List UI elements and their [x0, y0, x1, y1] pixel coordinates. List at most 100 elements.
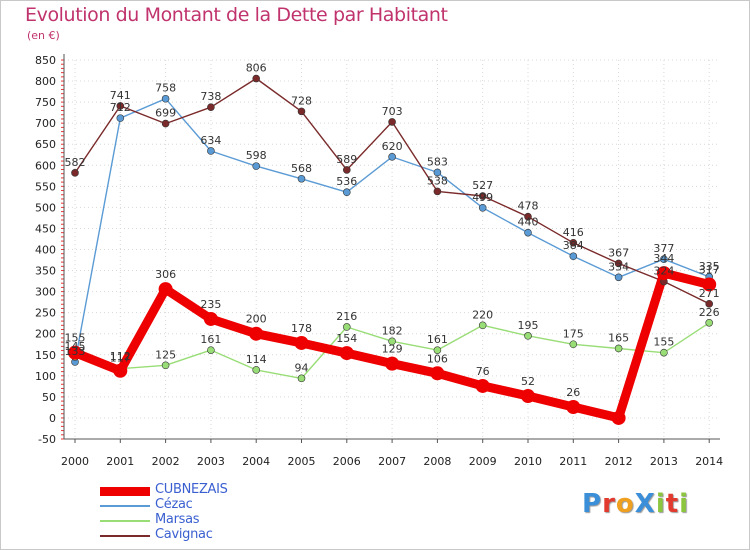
data-label-cezac: 384 [563, 239, 584, 252]
y-tick-label: 750 [35, 96, 56, 109]
data-label-cavignac: 728 [291, 94, 312, 107]
legend-swatch [100, 487, 150, 496]
data-point-cavignac [161, 119, 170, 128]
data-label-cezac: 758 [155, 82, 176, 95]
data-label-cezac: 499 [472, 191, 493, 204]
data-label-cavignac: 703 [382, 105, 403, 118]
x-tick-label: 2002 [152, 455, 180, 468]
data-label-cubnezais: 155 [65, 332, 86, 345]
data-point-cubnezais [656, 266, 671, 281]
data-label-cubnezais: 154 [336, 332, 357, 345]
data-label-marsas: 220 [472, 308, 493, 321]
data-point-cezac [524, 228, 532, 237]
data-label-cavignac: 324 [653, 265, 674, 278]
legend-swatch [100, 505, 150, 507]
data-label-cavignac: 367 [608, 246, 629, 259]
x-tick-label: 2011 [559, 455, 587, 468]
data-point-marsas [161, 361, 170, 370]
data-point-marsas [207, 346, 215, 354]
y-tick-label: 200 [35, 328, 56, 341]
data-point-cezac [252, 162, 261, 170]
data-label-cubnezais: 106 [427, 352, 448, 365]
data-label-cubnezais: 112 [110, 350, 131, 363]
data-point-cezac [388, 153, 396, 161]
data-label-cavignac: 699 [155, 107, 176, 120]
data-label-marsas: 117 [110, 352, 131, 365]
series-line-cezac [74, 98, 710, 363]
data-label-cezac: 634 [200, 134, 221, 147]
data-label-cezac: 334 [608, 260, 629, 273]
data-point-cavignac [569, 238, 578, 247]
data-point-cezac [433, 168, 442, 177]
legend-swatch [100, 520, 150, 522]
x-tick-label: 2014 [695, 455, 723, 468]
data-label-cezac: 440 [518, 216, 539, 229]
data-label-cubnezais: 200 [246, 313, 267, 326]
y-tick-label: 0 [49, 412, 56, 425]
data-label-cavignac: 741 [110, 89, 131, 102]
x-tick-label: 2010 [514, 455, 542, 468]
data-point-marsas [478, 321, 487, 330]
legend-label: CUBNEZAIS [155, 482, 228, 497]
data-label-cubnezais: 76 [476, 365, 490, 378]
data-point-cubnezais [611, 410, 626, 425]
logo-letter: P [582, 489, 603, 519]
data-point-cavignac [433, 187, 442, 196]
data-label-cubnezais: 306 [155, 268, 176, 281]
data-label-cavignac: 478 [518, 200, 539, 213]
data-label-marsas: 226 [699, 306, 720, 319]
data-label-cubnezais: 235 [200, 298, 221, 311]
data-label-marsas: 94 [295, 361, 309, 374]
data-point-cavignac [342, 166, 351, 174]
legend-swatch [100, 535, 150, 537]
x-tick-label: 2000 [61, 455, 89, 468]
data-point-cubnezais [294, 335, 309, 350]
data-point-marsas [297, 374, 306, 383]
y-tick-label: 250 [35, 307, 56, 320]
data-label-cubnezais: 26 [566, 386, 580, 399]
data-label-cezac: 536 [336, 175, 357, 188]
y-tick-label: 600 [35, 159, 56, 172]
data-point-cubnezais [68, 345, 82, 360]
logo-letter: t [665, 489, 680, 519]
data-point-cubnezais [385, 356, 400, 371]
data-point-marsas [524, 332, 532, 340]
y-tick-label: 150 [35, 349, 56, 362]
data-point-cubnezais [158, 282, 173, 297]
y-tick-label: 700 [35, 117, 56, 130]
legend-item-cezac: Cézac [100, 497, 340, 513]
data-point-cubnezais [475, 378, 490, 393]
data-label-cezac: 568 [291, 162, 312, 175]
data-label-cavignac: 806 [246, 62, 267, 75]
data-point-cubnezais [521, 389, 535, 404]
legend-item-marsas: Marsas [100, 512, 340, 528]
data-point-cezac [342, 188, 351, 197]
data-point-cubnezais [203, 311, 218, 326]
logo-letter: o [615, 489, 635, 519]
x-tick-label: 2013 [650, 455, 678, 468]
data-point-cezac [478, 204, 487, 212]
data-point-cavignac [116, 102, 125, 110]
data-label-marsas: 195 [518, 319, 539, 332]
data-point-cavignac [478, 192, 487, 200]
data-point-marsas [388, 337, 396, 346]
data-point-cezac [660, 255, 668, 263]
data-label-cavignac: 738 [200, 90, 221, 103]
data-label-marsas: 145 [65, 340, 86, 353]
data-point-cezac [614, 273, 623, 282]
data-point-cavignac [252, 74, 261, 83]
data-label-cezac: 620 [382, 140, 403, 153]
proxiti-logo: ProXiti [582, 489, 689, 519]
data-point-cezac [207, 147, 215, 155]
y-tick-label: 450 [35, 222, 56, 235]
data-label-marsas: 161 [427, 333, 448, 346]
x-tick-label: 2006 [333, 455, 361, 468]
data-label-cubnezais: 129 [382, 343, 403, 356]
data-point-marsas [705, 318, 714, 327]
data-label-cavignac: 582 [65, 156, 86, 169]
unit-label: (en €) [27, 29, 60, 42]
data-label-marsas: 114 [246, 353, 267, 366]
data-label-marsas: 182 [382, 324, 403, 337]
data-point-cavignac [297, 107, 306, 116]
y-tick-label: 650 [35, 138, 56, 151]
